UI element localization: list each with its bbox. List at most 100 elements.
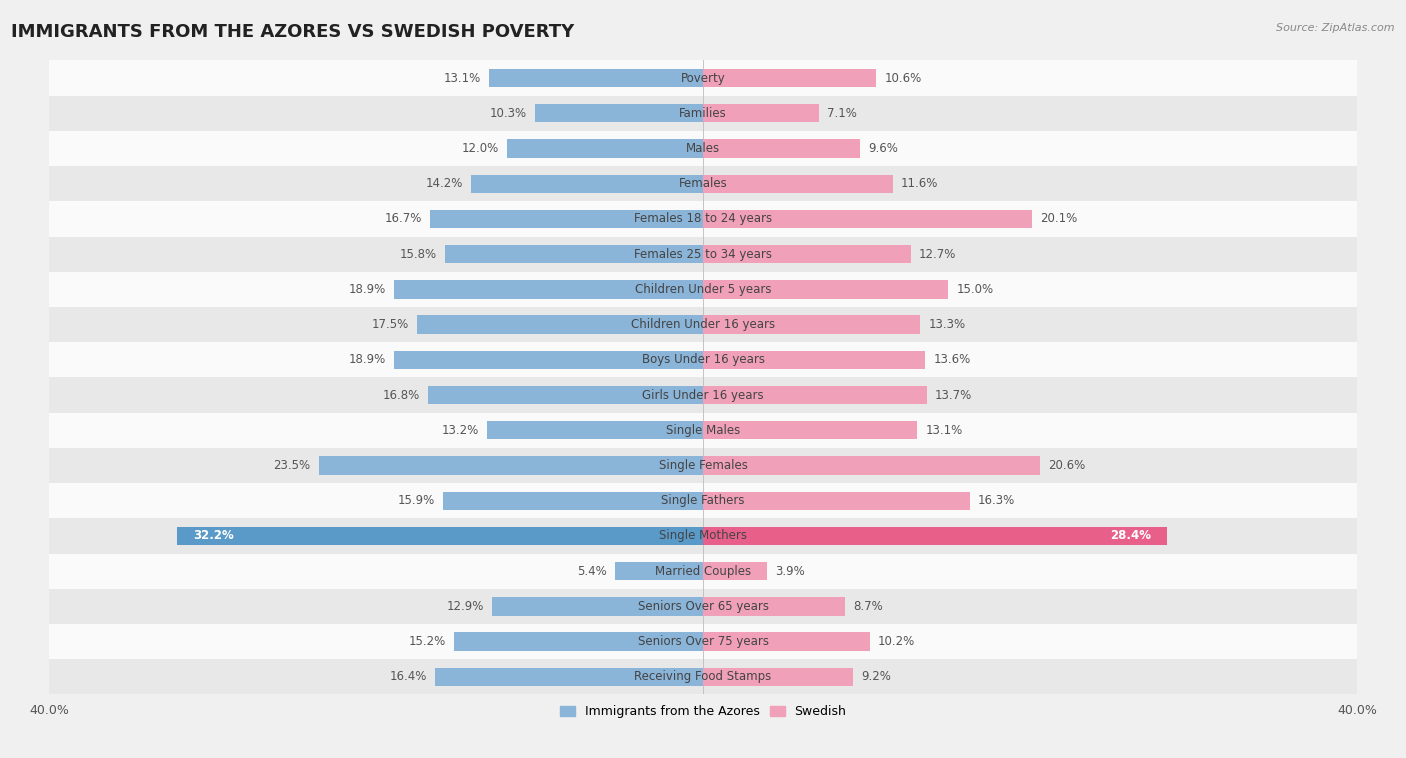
Bar [430,210,703,228]
Text: 13.6%: 13.6% [934,353,970,366]
Bar [49,483,1357,518]
Bar [49,131,1357,166]
Text: Females 25 to 34 years: Females 25 to 34 years [634,248,772,261]
Text: 16.4%: 16.4% [389,670,426,683]
Bar [49,342,1357,377]
Text: 13.7%: 13.7% [935,389,973,402]
Text: Married Couples: Married Couples [655,565,751,578]
Text: 13.1%: 13.1% [925,424,963,437]
Text: 32.2%: 32.2% [193,529,233,543]
Text: 16.7%: 16.7% [384,212,422,225]
Text: 18.9%: 18.9% [349,283,385,296]
Text: Boys Under 16 years: Boys Under 16 years [641,353,765,366]
Bar [49,589,1357,624]
Bar [454,632,703,650]
Bar [49,61,1357,96]
Bar [703,597,845,615]
Text: Single Mothers: Single Mothers [659,529,747,543]
Text: 12.0%: 12.0% [461,142,499,155]
Text: 20.6%: 20.6% [1047,459,1085,472]
Bar [49,518,1357,553]
Text: 13.1%: 13.1% [443,71,481,85]
Text: Poverty: Poverty [681,71,725,85]
Bar [394,280,703,299]
Bar [471,174,703,193]
Bar [416,315,703,334]
Bar [489,69,703,87]
Text: 15.2%: 15.2% [409,635,446,648]
Bar [49,307,1357,342]
Text: Children Under 16 years: Children Under 16 years [631,318,775,331]
Bar [703,69,876,87]
Bar [49,202,1357,236]
Bar [49,624,1357,659]
Text: 15.8%: 15.8% [399,248,436,261]
Text: 16.8%: 16.8% [382,389,420,402]
Bar [443,491,703,510]
Text: 15.9%: 15.9% [398,494,434,507]
Bar [394,351,703,369]
Text: Girls Under 16 years: Girls Under 16 years [643,389,763,402]
Text: Males: Males [686,142,720,155]
Text: 17.5%: 17.5% [371,318,409,331]
Text: 13.3%: 13.3% [928,318,966,331]
Text: Source: ZipAtlas.com: Source: ZipAtlas.com [1277,23,1395,33]
Bar [703,632,870,650]
Text: 28.4%: 28.4% [1109,529,1152,543]
Text: Children Under 5 years: Children Under 5 years [634,283,772,296]
Bar [177,527,703,545]
Text: 9.2%: 9.2% [862,670,891,683]
Bar [49,448,1357,483]
Text: 23.5%: 23.5% [274,459,311,472]
Bar [49,96,1357,131]
Bar [703,104,820,123]
Bar [703,315,921,334]
Bar [703,210,1032,228]
Bar [703,491,970,510]
Bar [703,421,917,440]
Bar [49,553,1357,589]
Bar [506,139,703,158]
Text: 18.9%: 18.9% [349,353,385,366]
Text: 14.2%: 14.2% [425,177,463,190]
Text: Single Fathers: Single Fathers [661,494,745,507]
Text: Single Males: Single Males [666,424,740,437]
Text: Single Females: Single Females [658,459,748,472]
Text: Females: Females [679,177,727,190]
Bar [49,377,1357,412]
Bar [703,386,927,404]
Text: 13.2%: 13.2% [441,424,479,437]
Text: IMMIGRANTS FROM THE AZORES VS SWEDISH POVERTY: IMMIGRANTS FROM THE AZORES VS SWEDISH PO… [11,23,575,41]
Text: 10.2%: 10.2% [877,635,915,648]
Text: 20.1%: 20.1% [1040,212,1077,225]
Bar [703,456,1040,475]
Bar [492,597,703,615]
Text: Seniors Over 65 years: Seniors Over 65 years [637,600,769,613]
Bar [434,668,703,686]
Bar [49,659,1357,694]
Bar [49,272,1357,307]
Text: 12.9%: 12.9% [447,600,484,613]
Text: 11.6%: 11.6% [901,177,938,190]
Bar [444,245,703,263]
Bar [703,245,911,263]
Text: 3.9%: 3.9% [775,565,804,578]
Bar [488,421,703,440]
Bar [49,412,1357,448]
Bar [703,562,766,581]
Text: 12.7%: 12.7% [918,248,956,261]
Text: Seniors Over 75 years: Seniors Over 75 years [637,635,769,648]
Bar [49,236,1357,272]
Text: 9.6%: 9.6% [868,142,898,155]
Text: 8.7%: 8.7% [853,600,883,613]
Text: 7.1%: 7.1% [827,107,858,120]
Bar [429,386,703,404]
Legend: Immigrants from the Azores, Swedish: Immigrants from the Azores, Swedish [554,700,852,723]
Bar [614,562,703,581]
Text: Families: Families [679,107,727,120]
Text: 15.0%: 15.0% [956,283,994,296]
Text: 10.6%: 10.6% [884,71,922,85]
Bar [703,280,948,299]
Text: Females 18 to 24 years: Females 18 to 24 years [634,212,772,225]
Bar [703,668,853,686]
